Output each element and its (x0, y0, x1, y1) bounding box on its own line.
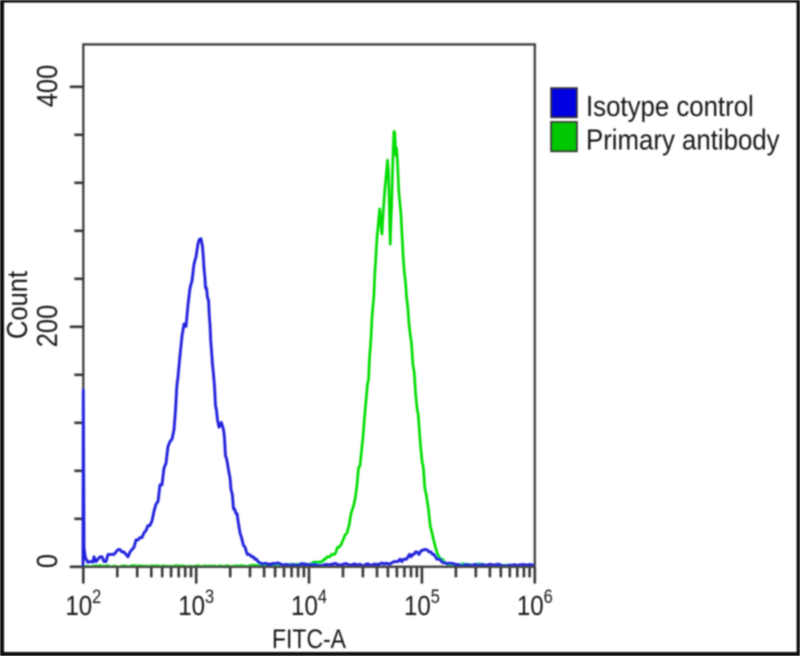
svg-text:102: 102 (65, 586, 101, 622)
svg-text:0: 0 (30, 554, 63, 568)
svg-text:200: 200 (30, 305, 63, 348)
svg-text:Primary antibody: Primary antibody (586, 123, 780, 156)
svg-text:400: 400 (30, 65, 63, 108)
svg-text:Count: Count (0, 271, 33, 339)
svg-text:Isotype control: Isotype control (586, 90, 754, 123)
svg-text:FITC-A: FITC-A (272, 624, 346, 654)
